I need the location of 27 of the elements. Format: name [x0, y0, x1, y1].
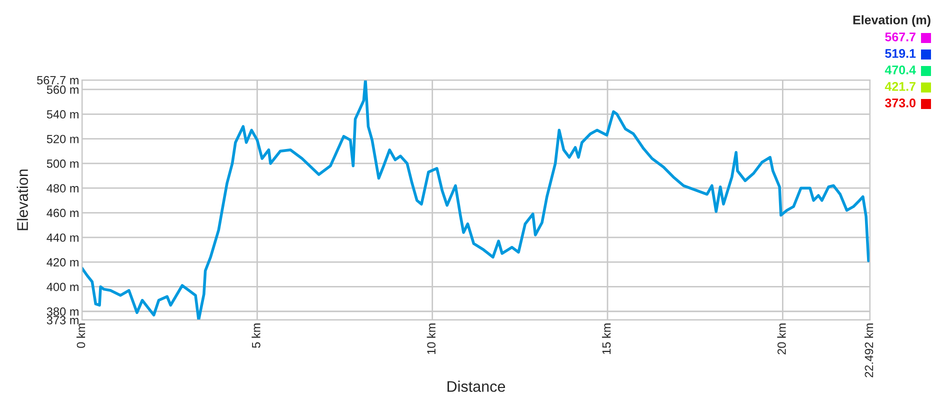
y-tick-label: 460 m — [46, 208, 78, 218]
y-tick-label: 420 m — [46, 258, 78, 266]
text: 373.0 — [885, 98, 916, 108]
text: 519.1 — [885, 49, 916, 58]
x-axis-title: Distance — [448, 380, 506, 392]
y-tick-label: 500 m — [46, 159, 78, 168]
y-tick-label: 440 m — [46, 233, 78, 242]
x-tick-label: 20 km — [777, 324, 786, 354]
text: 421.7 — [884, 82, 916, 91]
text: 567.7 — [885, 32, 916, 42]
y-tick-label: 400 m — [46, 282, 78, 292]
x-tick-label: 0 km — [76, 324, 86, 348]
y-axis-title: Elevation — [16, 170, 28, 230]
y-tick-label: 380 m — [46, 307, 78, 316]
y-tick-label: 520 m — [46, 134, 78, 144]
x-tick-label: 5 km — [252, 324, 260, 348]
x-tick-label: 10 km — [426, 324, 436, 354]
y-tick-label: 373 m — [46, 316, 78, 324]
x-tick-label: 15 km — [602, 324, 611, 354]
y-tick-label: 567.7 m — [37, 76, 78, 84]
text: Elevation (m) — [853, 15, 930, 27]
x-tick-label: 22.492 km — [864, 324, 874, 378]
y-tick-label: 540 m — [46, 110, 78, 119]
y-tick-label: 560 m — [46, 86, 78, 94]
y-tick-label: 480 m — [46, 184, 78, 192]
line-series — [82, 80, 870, 320]
text: 470.4 — [884, 66, 916, 74]
